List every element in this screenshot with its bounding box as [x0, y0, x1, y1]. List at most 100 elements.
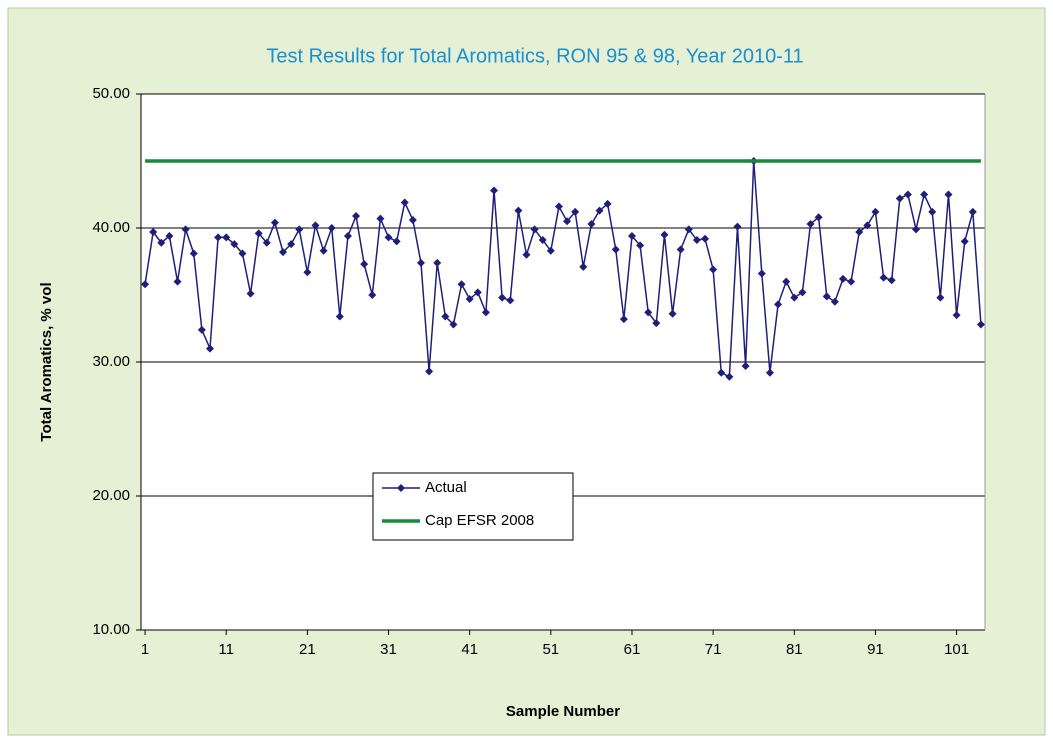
data-point [514, 206, 523, 215]
data-point [863, 221, 872, 230]
data-point [441, 312, 450, 321]
data-point [360, 260, 369, 269]
data-point [684, 225, 693, 234]
data-point [425, 367, 434, 376]
data-point [806, 219, 815, 228]
data-point [546, 246, 555, 255]
y-tick-label: 10.00 [92, 621, 130, 638]
data-point [433, 258, 442, 267]
data-point [903, 190, 912, 199]
x-tick-label: 11 [218, 641, 234, 658]
data-point [936, 293, 945, 302]
data-point [368, 291, 377, 299]
data-point [490, 186, 499, 195]
data-point [157, 238, 166, 247]
data-point [676, 245, 685, 254]
x-tick-label: 1 [141, 641, 149, 658]
data-point [627, 232, 636, 241]
data-point [254, 229, 263, 238]
legend-label: Actual [425, 479, 467, 496]
x-tick-label: 51 [542, 641, 559, 658]
data-point [765, 368, 774, 377]
data-point [303, 268, 312, 277]
data-point [246, 289, 255, 298]
x-tick-label: 31 [380, 641, 397, 658]
x-tick-label: 41 [461, 641, 478, 658]
data-point [644, 308, 653, 317]
y-tick-label: 50.00 [92, 85, 130, 102]
data-point [408, 215, 417, 224]
data-point [928, 207, 937, 216]
data-point [506, 296, 515, 305]
data-point [944, 190, 953, 199]
x-tick-label: 71 [705, 641, 722, 658]
y-axis-label: Total Aromatics, % vol [38, 282, 55, 441]
data-point [311, 221, 320, 230]
data-point [741, 362, 750, 371]
data-point [830, 297, 839, 306]
data-point [871, 207, 880, 216]
data-point [571, 207, 580, 216]
data-point [563, 217, 572, 226]
data-point [960, 237, 969, 246]
data-point [230, 240, 239, 249]
x-tick-label: 21 [299, 641, 316, 658]
data-point [530, 225, 539, 234]
data-point [774, 300, 783, 309]
y-tick-label: 30.00 [92, 353, 130, 370]
data-point [262, 238, 271, 247]
data-point [165, 232, 174, 241]
data-point [603, 199, 612, 208]
data-point [384, 233, 393, 242]
legend-label: Cap EFSR 2008 [425, 512, 534, 529]
data-point [141, 280, 150, 289]
data-point [636, 241, 645, 250]
data-point [920, 190, 929, 199]
data-point [335, 312, 344, 321]
data-point [352, 211, 361, 220]
data-point [611, 245, 620, 254]
data-point [287, 240, 296, 249]
data-point [538, 236, 547, 245]
data-point [554, 202, 563, 211]
data-point [701, 234, 710, 243]
data-point [798, 288, 807, 297]
legend-marker [397, 484, 405, 492]
data-point [222, 233, 231, 242]
data-point [587, 219, 596, 228]
data-point [595, 206, 604, 215]
data-point [757, 269, 766, 278]
data-point [498, 293, 507, 302]
data-point [189, 249, 198, 258]
data-point [197, 325, 206, 334]
x-tick-label: 101 [944, 641, 969, 658]
data-point [976, 320, 985, 329]
data-point [709, 265, 718, 274]
x-tick-label: 81 [786, 641, 803, 658]
data-point [400, 198, 409, 207]
data-point [814, 213, 823, 222]
data-point [660, 230, 669, 239]
data-point [879, 273, 888, 282]
data-point [376, 214, 385, 223]
data-point [449, 320, 458, 329]
data-point [782, 277, 791, 286]
data-point [717, 368, 726, 377]
data-point [579, 262, 588, 271]
data-point [181, 225, 190, 234]
data-point [465, 295, 474, 304]
data-point [652, 319, 661, 328]
data-point [392, 237, 401, 246]
data-point [725, 372, 734, 381]
data-point [619, 315, 628, 324]
y-tick-label: 20.00 [92, 487, 130, 504]
data-point [343, 232, 352, 241]
data-point [214, 233, 223, 242]
data-point [270, 218, 279, 227]
data-point [295, 225, 304, 234]
data-point [855, 228, 864, 237]
data-point [838, 274, 847, 283]
data-point [319, 246, 328, 255]
data-point [205, 344, 214, 353]
y-tick-label: 40.00 [92, 219, 130, 236]
